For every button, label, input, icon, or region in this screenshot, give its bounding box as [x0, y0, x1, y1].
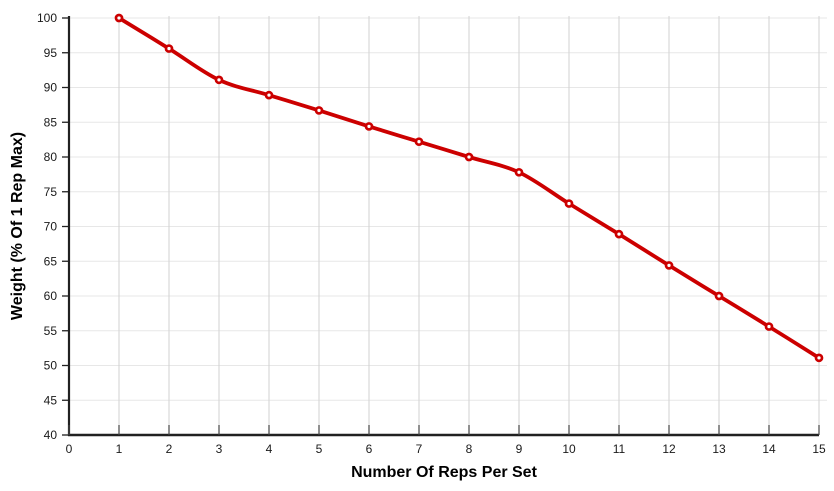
data-point-marker — [314, 106, 324, 115]
x-tick-label: 11 — [613, 442, 626, 456]
y-tick-label: 80 — [44, 150, 58, 164]
data-point-marker — [514, 167, 524, 177]
y-tick-label: 100 — [37, 11, 57, 25]
data-point-marker — [614, 229, 624, 239]
x-tick-label: 13 — [712, 442, 726, 456]
x-axis-title: Number Of Reps Per Set — [351, 464, 538, 481]
y-tick-label: 85 — [44, 115, 58, 129]
x-tick-label: 7 — [416, 442, 423, 456]
x-tick-label: 8 — [466, 442, 473, 456]
data-point-marker — [764, 322, 774, 331]
y-tick-label: 50 — [44, 359, 58, 373]
data-point-marker — [264, 90, 274, 100]
horizontal-gridlines — [69, 17, 827, 401]
y-axis-tick-labels: 40 45 50 55 60 65 70 75 80 85 90 95 100 — [37, 11, 57, 442]
data-point-marker — [564, 199, 574, 208]
y-tick-label: 70 — [44, 220, 58, 234]
y-tick-label: 95 — [44, 46, 58, 60]
y-tick-label: 75 — [44, 185, 58, 199]
data-point-marker — [164, 44, 174, 53]
data-point-marker — [714, 291, 724, 301]
data-point-marker — [414, 137, 424, 147]
x-tick-label: 5 — [316, 442, 323, 456]
y-tick-label: 65 — [44, 254, 58, 268]
x-tick-label: 12 — [662, 442, 676, 456]
y-tick-label: 90 — [44, 81, 58, 95]
data-point-marker — [814, 353, 824, 363]
y-tick-label: 45 — [44, 393, 58, 407]
x-tick-label: 0 — [66, 442, 73, 456]
x-axis-tick-labels: 0 1 2 3 4 5 6 7 8 9 10 11 12 13 14 15 — [66, 442, 826, 456]
data-point-marker — [464, 152, 474, 162]
x-tick-label: 1 — [116, 442, 123, 456]
y-tick-label: 60 — [44, 289, 58, 303]
vertical-gridlines — [118, 16, 820, 435]
y-tick-label: 55 — [44, 324, 58, 338]
x-tick-label: 4 — [266, 442, 273, 456]
x-tick-label: 15 — [812, 442, 826, 456]
x-tick-label: 10 — [562, 442, 576, 456]
data-series — [114, 13, 824, 363]
x-tick-label: 14 — [762, 442, 776, 456]
x-tick-label: 3 — [216, 442, 223, 456]
x-tick-label: 2 — [166, 442, 173, 456]
axis-ticks — [62, 17, 820, 436]
data-point-marker — [664, 261, 674, 270]
data-point-marker — [364, 122, 374, 131]
y-tick-label: 40 — [44, 428, 58, 442]
data-point-marker — [214, 75, 224, 85]
x-tick-label: 9 — [516, 442, 523, 456]
x-tick-label: 6 — [366, 442, 373, 456]
y-axis-title: Weight (% Of 1 Rep Max) — [9, 132, 26, 320]
data-point-marker — [114, 13, 124, 23]
